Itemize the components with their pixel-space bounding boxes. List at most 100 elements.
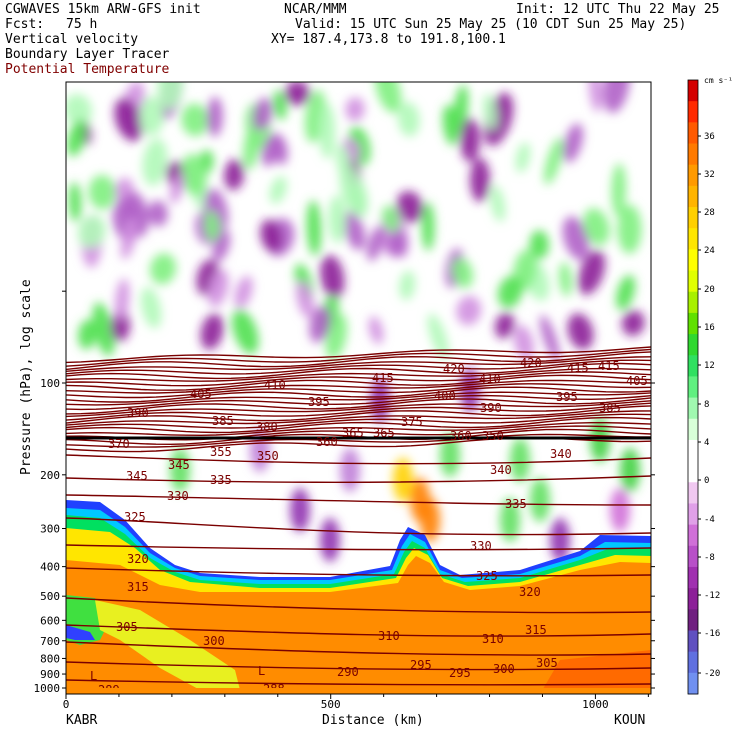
- theta-label: 420: [520, 356, 542, 370]
- theta-label: 395: [556, 390, 578, 404]
- theta-contour: [66, 383, 651, 399]
- y-tick-label: 100: [40, 377, 60, 390]
- colorbar-unit: cm s⁻¹: [704, 76, 733, 85]
- velocity-cell: [296, 280, 314, 318]
- velocity-cell: [169, 173, 185, 204]
- right-station-label: KOUN: [614, 713, 645, 728]
- y-tick-label: 500: [40, 590, 60, 603]
- velocity-cell: [309, 306, 331, 343]
- colorbar-swatch: [688, 503, 698, 526]
- velocity-cell: [530, 478, 550, 522]
- theta-label: 365: [373, 426, 395, 440]
- velocity-cell: [583, 208, 610, 246]
- velocity-cell: [497, 275, 523, 309]
- colorbar-swatch: [688, 482, 698, 504]
- theta-contour: [66, 348, 651, 367]
- velocity-cell: [620, 448, 640, 492]
- theta-label: 410: [264, 378, 286, 392]
- low-level-blue-patch: [66, 625, 95, 640]
- theta-contour: [66, 397, 651, 415]
- velocity-cell: [345, 97, 365, 122]
- x-axis-label: Distance (km): [322, 713, 424, 728]
- theta-label: 340: [550, 447, 572, 461]
- velocity-cell: [427, 313, 449, 360]
- theta-label: 310: [378, 629, 400, 643]
- velocity-cell: [68, 182, 82, 223]
- theta-label: 385: [212, 414, 234, 428]
- theta-label: 325: [124, 510, 146, 524]
- velocity-cell: [78, 319, 97, 350]
- theta-contour: [66, 641, 651, 656]
- velocity-cell: [421, 202, 435, 251]
- theta-contour: [66, 351, 651, 371]
- colorbar-label: -20: [704, 669, 720, 679]
- org-label: NCAR/MMM: [284, 2, 347, 17]
- colorbar-label: -4: [704, 515, 715, 525]
- theta-label: 300: [493, 662, 515, 676]
- velocity-cell: [290, 488, 310, 532]
- colorbar-swatch: [688, 630, 698, 653]
- velocity-cell: [273, 90, 287, 120]
- left-station-label: KABR: [66, 713, 97, 728]
- colorbar-swatch: [688, 355, 698, 377]
- velocity-cell: [269, 176, 287, 204]
- velocity-cell: [243, 126, 260, 170]
- colorbar-swatch: [688, 439, 698, 462]
- colorbar-label: 8: [704, 400, 709, 410]
- velocity-cell: [589, 82, 603, 113]
- velocity-cell: [550, 518, 570, 562]
- colorbar-swatch: [688, 185, 698, 208]
- velocity-cell: [396, 191, 424, 223]
- dark-orange-surface-patch: [540, 650, 651, 694]
- model-title: CGWAVES 15km ARW-GFS init: [5, 2, 201, 17]
- xy-coords: XY= 187.4,173.8 to 191.8,100.1: [271, 32, 506, 47]
- velocity-cell: [494, 312, 515, 339]
- theta-label: 315: [127, 580, 149, 594]
- colorbar-label: 4: [704, 438, 709, 448]
- theta-contour: [66, 405, 651, 424]
- theta-label: 335: [505, 497, 527, 511]
- velocity-cell: [110, 310, 131, 342]
- velocity-cell: [343, 211, 366, 251]
- colorbar-swatch: [688, 291, 698, 314]
- theta-label: 365: [342, 426, 364, 440]
- theta-contour: [66, 367, 651, 382]
- theta-contour: [66, 362, 651, 380]
- theta-label: 390: [127, 406, 149, 420]
- colorbar-label: 12: [704, 361, 715, 371]
- ground-mask: [66, 688, 651, 694]
- field-boundary-layer-tracer: Boundary Layer Tracer: [5, 47, 170, 62]
- velocity-cell: [204, 210, 221, 243]
- colorbar-label: 20: [704, 285, 715, 295]
- theta-label: 375: [401, 415, 423, 429]
- velocity-cell: [115, 278, 130, 321]
- plot-frame: [65, 81, 652, 695]
- theta-contour: [66, 394, 651, 411]
- theta-label: 300: [203, 634, 225, 648]
- colorbar-swatch: [688, 270, 698, 293]
- colorbar-frame: [687, 79, 699, 695]
- theta-contour: [66, 494, 651, 506]
- colorbar-swatch: [688, 545, 698, 568]
- theta-label: 390: [480, 401, 502, 415]
- field-vertical-velocity: Vertical velocity: [5, 32, 139, 47]
- y-tick-label: 700: [40, 635, 60, 648]
- velocity-cell: [460, 118, 480, 162]
- colorbar-swatch: [688, 566, 698, 589]
- theta-label: 295: [410, 658, 432, 672]
- theta-contour: [66, 379, 651, 394]
- velocity-cell: [375, 82, 402, 113]
- colorbar-label: 24: [704, 246, 715, 256]
- velocity-cell: [306, 200, 322, 256]
- theta-label: 320: [519, 585, 541, 599]
- x-tick-label: 0: [63, 698, 70, 711]
- theta-contour: [66, 544, 651, 551]
- colorbar-swatch: [688, 461, 698, 483]
- velocity-cell: [510, 438, 530, 482]
- velocity-cell: [260, 219, 283, 253]
- theta-label: 320: [127, 552, 149, 566]
- velocity-cell: [616, 275, 636, 311]
- theta-label: 350: [257, 449, 279, 463]
- y-tick-label: 1000: [34, 682, 61, 695]
